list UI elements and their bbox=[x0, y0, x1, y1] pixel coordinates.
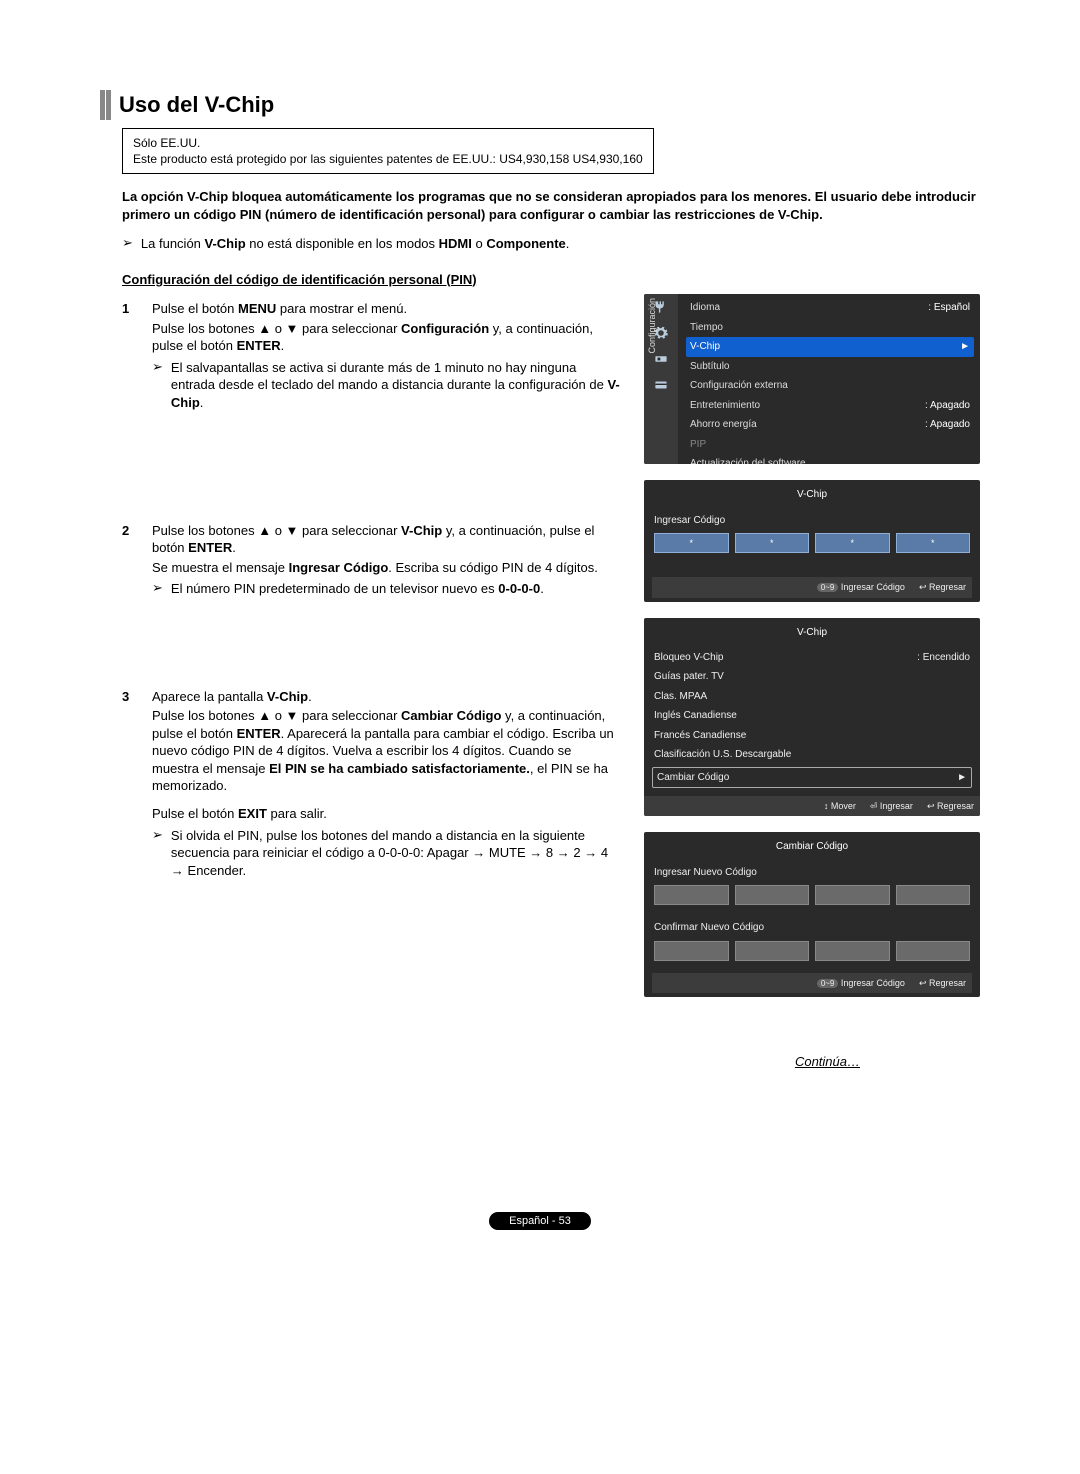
osd1-row[interactable]: Subtítulo bbox=[686, 357, 974, 377]
osd2-footer-return: ↩ Regresar bbox=[919, 581, 966, 594]
osd1-row[interactable]: Idioma: Español bbox=[686, 298, 974, 318]
new-pin-digit-1[interactable] bbox=[654, 885, 729, 905]
page-footer: Español - 53 bbox=[489, 1212, 591, 1230]
availability-text: La función V-Chip no está disponible en … bbox=[141, 235, 570, 253]
osd1-row[interactable]: Actualización del software bbox=[686, 454, 974, 464]
osd4-footer-code: 0~9 Ingresar Código bbox=[817, 977, 905, 990]
input-icon bbox=[653, 352, 669, 366]
card-icon bbox=[653, 378, 669, 392]
osd3-row[interactable]: Clas. MPAA bbox=[652, 687, 972, 707]
step-3-line1: Aparece la pantalla V-Chip. bbox=[152, 688, 620, 706]
step-3-line2: Pulse los botones ▲ o ▼ para seleccionar… bbox=[152, 707, 620, 795]
step-1-subnote: ➢ El salvapantallas se activa si durante… bbox=[152, 359, 620, 412]
osd3-footer-return: ↩ Regresar bbox=[927, 800, 974, 812]
osd3-footer-move: ↕ Mover bbox=[824, 800, 856, 812]
confirm-pin-digit-1[interactable] bbox=[654, 941, 729, 961]
new-pin-digit-2[interactable] bbox=[735, 885, 810, 905]
step-3-subnote: ➢ Si olvida el PIN, pulse los botones de… bbox=[152, 827, 620, 880]
osd3-row[interactable]: Clasificación U.S. Descargable bbox=[652, 745, 972, 765]
step-1-line1: Pulse el botón MENU para mostrar el menú… bbox=[152, 300, 620, 318]
patent-line2: Este producto está protegido por las sig… bbox=[133, 151, 643, 167]
pointer-icon: ➢ bbox=[152, 359, 163, 412]
osd1-row[interactable]: Entretenimiento: Apagado bbox=[686, 396, 974, 416]
step-2-number: 2 bbox=[122, 522, 136, 598]
pin-digit-3[interactable]: * bbox=[815, 533, 890, 553]
chevron-right-icon: ► bbox=[957, 771, 967, 785]
step-2-line1: Pulse los botones ▲ o ▼ para seleccionar… bbox=[152, 522, 620, 557]
osd-config-menu: Configuración Idioma: EspañolTiempoV-Chi… bbox=[644, 294, 980, 464]
pin-digit-4[interactable]: * bbox=[896, 533, 971, 553]
patent-line1: Sólo EE.UU. bbox=[133, 135, 643, 151]
step-1: 1 Pulse el botón MENU para mostrar el me… bbox=[122, 300, 620, 411]
osd1-side-label: Configuración bbox=[646, 298, 658, 354]
osd3-title: V-Chip bbox=[652, 624, 972, 648]
step-1-number: 1 bbox=[122, 300, 136, 411]
confirm-pin-digit-2[interactable] bbox=[735, 941, 810, 961]
step-2-line2: Se muestra el mensaje Ingresar Código. E… bbox=[152, 559, 620, 577]
pointer-icon: ➢ bbox=[122, 235, 133, 253]
confirm-pin-digit-4[interactable] bbox=[896, 941, 971, 961]
osd2-title: V-Chip bbox=[652, 486, 972, 510]
osd-enter-code: V-Chip Ingresar Código * * * * 0~9 0~9 I… bbox=[644, 480, 980, 602]
confirm-pin-digit-3[interactable] bbox=[815, 941, 890, 961]
pin-digit-1[interactable]: * bbox=[654, 533, 729, 553]
page-title: Uso del V-Chip bbox=[119, 90, 274, 120]
osd2-enter-label: Ingresar Código bbox=[652, 510, 972, 534]
pin-digit-2[interactable]: * bbox=[735, 533, 810, 553]
osd4-footer-return: ↩ Regresar bbox=[919, 977, 966, 990]
osd1-row[interactable]: V-Chip► bbox=[686, 337, 974, 357]
osd3-footer-enter: ⏎ Ingresar bbox=[870, 800, 913, 812]
osd3-row[interactable]: Francés Canadiense bbox=[652, 726, 972, 746]
osd3-row[interactable]: Inglés Canadiense bbox=[652, 706, 972, 726]
step-3-number: 3 bbox=[122, 688, 136, 879]
osd4-confirm-label: Confirmar Nuevo Código bbox=[652, 917, 972, 941]
pointer-icon: ➢ bbox=[152, 827, 163, 880]
osd2-footer-code: 0~9 0~9 Ingresar CódigoIngresar Código bbox=[817, 581, 905, 594]
title-accent-bar bbox=[106, 90, 111, 120]
step-2-subnote: ➢ El número PIN predeterminado de un tel… bbox=[152, 580, 620, 598]
osd-vchip-list: V-Chip Bloqueo V-Chip: EncendidoGuías pa… bbox=[644, 618, 980, 816]
osd-change-code: Cambiar Código Ingresar Nuevo Código Con… bbox=[644, 832, 980, 997]
osd1-row[interactable]: Configuración externa bbox=[686, 376, 974, 396]
step-3: 3 Aparece la pantalla V-Chip. Pulse los … bbox=[122, 688, 620, 879]
osd3-change-code-row[interactable]: Cambiar Código ► bbox=[652, 767, 972, 789]
continues-text: Continúa… bbox=[122, 1053, 860, 1071]
step-1-line2: Pulse los botones ▲ o ▼ para seleccionar… bbox=[152, 320, 620, 355]
new-pin-digit-3[interactable] bbox=[815, 885, 890, 905]
section-heading: Configuración del código de identificaci… bbox=[122, 271, 980, 289]
step-3-line3: Pulse el botón EXIT para salir. bbox=[152, 805, 620, 823]
osd4-new-label: Ingresar Nuevo Código bbox=[652, 862, 972, 886]
osd1-row[interactable]: PIP bbox=[686, 435, 974, 455]
pointer-icon: ➢ bbox=[152, 580, 163, 598]
osd3-row[interactable]: Guías pater. TV bbox=[652, 667, 972, 687]
osd4-title: Cambiar Código bbox=[652, 838, 972, 862]
patent-notice-box: Sólo EE.UU. Este producto está protegido… bbox=[122, 128, 654, 174]
osd1-row[interactable]: Ahorro energía: Apagado bbox=[686, 415, 974, 435]
osd3-row[interactable]: Bloqueo V-Chip: Encendido bbox=[652, 648, 972, 668]
new-pin-digit-4[interactable] bbox=[896, 885, 971, 905]
osd1-row[interactable]: Tiempo bbox=[686, 318, 974, 338]
step-2: 2 Pulse los botones ▲ o ▼ para seleccion… bbox=[122, 522, 620, 598]
availability-note: ➢ La función V-Chip no está disponible e… bbox=[122, 235, 980, 253]
intro-paragraph: La opción V-Chip bloquea automáticamente… bbox=[122, 188, 980, 223]
